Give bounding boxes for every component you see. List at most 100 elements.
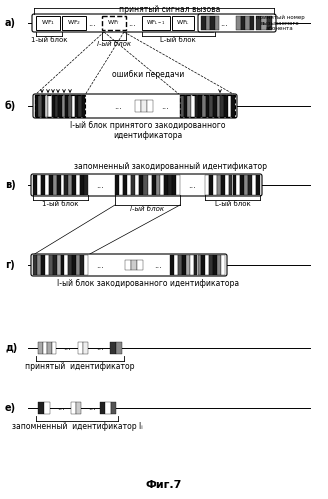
Bar — [217, 175, 221, 195]
Bar — [65, 95, 68, 117]
Bar — [168, 175, 172, 195]
Bar — [33, 255, 37, 275]
Bar — [220, 95, 224, 117]
Bar — [41, 175, 45, 195]
Bar — [100, 402, 105, 414]
Text: запомненный  идентификатор lᵢ: запомненный идентификатор lᵢ — [12, 422, 142, 431]
Bar — [256, 16, 261, 30]
Text: ошибки передачи: ошибки передачи — [112, 70, 184, 79]
Bar — [110, 342, 116, 354]
Bar — [240, 175, 244, 195]
Bar — [33, 175, 37, 195]
Text: ...: ... — [154, 260, 162, 269]
Bar — [221, 255, 225, 275]
Text: д): д) — [5, 343, 17, 353]
Bar — [143, 175, 148, 195]
Bar — [194, 255, 197, 275]
Bar — [84, 255, 88, 275]
Text: l-ый блок принятого закодированного
идентификатора: l-ый блок принятого закодированного иден… — [70, 121, 226, 140]
Bar — [164, 175, 168, 195]
Bar — [209, 95, 213, 117]
Bar — [174, 255, 178, 275]
Bar — [202, 95, 206, 117]
Bar — [80, 255, 84, 275]
Bar — [72, 175, 76, 195]
Text: Фиг.7: Фиг.7 — [146, 480, 182, 490]
Bar — [201, 16, 206, 30]
Text: l-ый блок закодированного идентификатора: l-ый блок закодированного идентификатора — [57, 279, 239, 288]
Bar — [172, 175, 176, 195]
Bar — [209, 175, 213, 195]
Text: а): а) — [5, 18, 16, 28]
Bar — [135, 175, 139, 195]
Bar — [116, 342, 122, 354]
Text: принятый номер
вызываемого
абонента: принятый номер вызываемого абонента — [256, 14, 304, 31]
Bar — [68, 175, 72, 195]
Text: принятый сигнал вызова: принятый сигнал вызова — [119, 5, 221, 14]
Bar — [184, 95, 187, 117]
FancyBboxPatch shape — [33, 94, 237, 118]
Bar — [35, 95, 38, 117]
Bar — [76, 175, 80, 195]
FancyBboxPatch shape — [198, 14, 276, 32]
Bar — [229, 175, 233, 195]
Bar — [197, 255, 201, 275]
Bar — [72, 255, 76, 275]
Bar — [51, 342, 56, 354]
Bar — [244, 175, 248, 195]
Bar — [119, 175, 123, 195]
Bar — [75, 95, 78, 117]
Bar — [213, 255, 217, 275]
Bar — [131, 175, 135, 195]
Bar — [170, 255, 174, 275]
FancyBboxPatch shape — [31, 254, 227, 276]
Bar — [55, 95, 58, 117]
Bar — [68, 255, 72, 275]
Text: принятый  идентификатор: принятый идентификатор — [25, 362, 135, 371]
Bar — [80, 175, 84, 195]
Bar — [182, 255, 186, 275]
Bar — [261, 16, 267, 30]
Bar — [115, 175, 119, 195]
Text: е): е) — [5, 403, 16, 413]
Bar — [56, 255, 60, 275]
Bar — [231, 95, 235, 117]
Bar — [205, 175, 209, 195]
Bar — [52, 255, 56, 275]
Bar — [245, 16, 250, 30]
Text: ...: ... — [114, 101, 122, 110]
Bar — [60, 175, 64, 195]
Bar — [228, 95, 231, 117]
Bar — [205, 255, 209, 275]
Bar — [78, 342, 83, 354]
Bar — [78, 95, 82, 117]
Bar — [56, 175, 60, 195]
Bar — [64, 255, 68, 275]
Bar — [41, 255, 45, 275]
Bar — [248, 175, 252, 195]
Bar — [83, 342, 88, 354]
Bar — [45, 255, 49, 275]
Text: ...: ... — [88, 18, 96, 27]
Bar — [178, 255, 182, 275]
Bar — [187, 95, 191, 117]
Bar — [58, 95, 62, 117]
Bar — [72, 95, 75, 117]
Text: WF$_L$: WF$_L$ — [176, 18, 190, 27]
Bar — [127, 175, 131, 195]
Bar — [221, 175, 225, 195]
Bar — [139, 175, 143, 195]
Bar — [217, 95, 220, 117]
Bar — [252, 175, 256, 195]
Bar — [267, 16, 272, 30]
Bar — [224, 95, 228, 117]
Text: WF$_l$: WF$_l$ — [108, 18, 120, 27]
Bar — [135, 100, 141, 112]
Text: ...: ... — [57, 404, 65, 413]
Bar — [37, 175, 41, 195]
Bar — [64, 175, 68, 195]
Bar — [195, 95, 198, 117]
Bar — [35, 95, 85, 117]
Bar — [209, 255, 213, 275]
Bar — [201, 255, 205, 275]
